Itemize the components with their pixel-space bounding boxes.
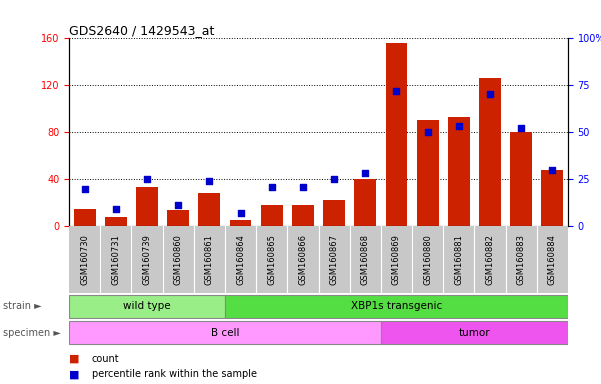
Text: GSM160730: GSM160730 [80,234,89,285]
Bar [474,226,505,293]
Bar [542,170,563,226]
Bar [479,78,501,226]
Text: GSM160869: GSM160869 [392,234,401,285]
Point [516,125,526,131]
Bar [100,226,132,293]
Point [485,91,495,98]
Text: GSM160866: GSM160866 [299,234,308,285]
Text: B cell: B cell [211,328,239,338]
Bar [225,226,256,293]
Bar [381,226,412,293]
Text: GSM160867: GSM160867 [329,234,338,285]
Point [267,184,276,190]
Bar [350,226,381,293]
Point [80,185,90,192]
Bar [74,209,96,226]
Bar [105,217,127,226]
Point [392,88,401,94]
Text: percentile rank within the sample: percentile rank within the sample [92,369,257,379]
Bar [132,226,163,293]
Bar [287,226,319,293]
Bar [510,132,532,226]
Point [142,176,152,182]
Text: tumor: tumor [459,328,490,338]
Point [329,176,339,182]
Bar [537,226,568,293]
Bar [416,120,439,226]
Bar [163,226,194,293]
Bar [412,226,443,293]
Bar [69,295,225,318]
Point [204,178,214,184]
Text: GSM160860: GSM160860 [174,234,183,285]
Bar [323,200,345,226]
Bar [136,187,158,226]
Point [423,129,433,135]
Point [454,123,463,129]
Bar [69,226,100,293]
Bar [167,210,189,226]
Text: ■: ■ [69,369,83,379]
Text: GSM160884: GSM160884 [548,234,557,285]
Text: GSM160861: GSM160861 [205,234,214,285]
Text: GDS2640 / 1429543_at: GDS2640 / 1429543_at [69,24,215,37]
Bar [505,226,537,293]
Point [361,170,370,177]
Text: GSM160883: GSM160883 [517,234,526,285]
Text: GSM160739: GSM160739 [142,234,151,285]
Text: GSM160868: GSM160868 [361,234,370,285]
Text: GSM160880: GSM160880 [423,234,432,285]
Text: strain ►: strain ► [3,301,41,311]
Text: GSM160731: GSM160731 [111,234,120,285]
Text: GSM160882: GSM160882 [486,234,495,285]
Bar [261,205,282,226]
Bar [225,295,568,318]
Point [298,184,308,190]
Point [174,202,183,209]
Point [548,167,557,173]
Text: GSM160864: GSM160864 [236,234,245,285]
Bar [230,220,251,226]
Text: ■: ■ [69,354,83,364]
Bar [256,226,287,293]
Bar [355,179,376,226]
Point [236,210,245,216]
Bar [194,226,225,293]
Bar [443,226,474,293]
Text: specimen ►: specimen ► [3,328,61,338]
Bar [292,205,314,226]
Text: XBP1s transgenic: XBP1s transgenic [351,301,442,311]
Bar [381,321,568,344]
Point [111,206,121,212]
Text: count: count [92,354,120,364]
Bar [386,43,407,226]
Bar [319,226,350,293]
Bar [69,321,381,344]
Text: wild type: wild type [123,301,171,311]
Text: GSM160881: GSM160881 [454,234,463,285]
Text: GSM160865: GSM160865 [267,234,276,285]
Bar [448,117,470,226]
Bar [198,193,221,226]
